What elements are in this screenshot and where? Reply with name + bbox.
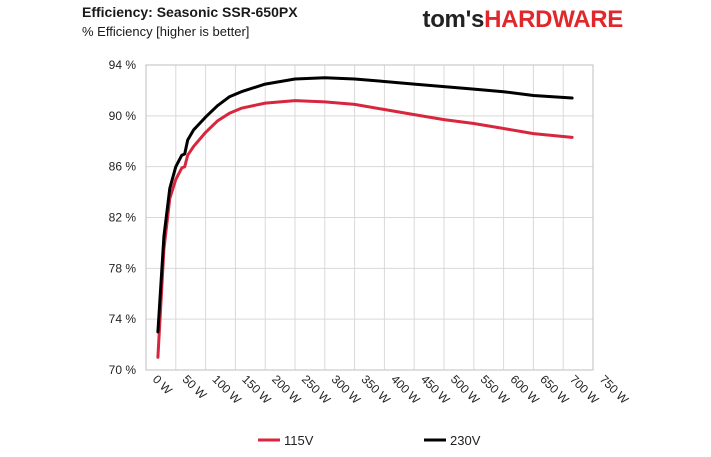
series-layer — [156, 76, 574, 359]
chart-subtitle: % Efficiency [higher is better] — [82, 24, 250, 39]
x-tick-label: 50 W — [180, 372, 210, 402]
y-tick-label: 74 % — [109, 312, 137, 326]
legend-label-230v: 230V — [450, 433, 481, 448]
y-tick-label: 78 % — [109, 261, 137, 275]
x-tick-label: 450 W — [418, 372, 453, 407]
x-tick-label: 250 W — [299, 372, 334, 407]
x-tick-label: 150 W — [239, 372, 274, 407]
x-tick-label: 200 W — [269, 372, 304, 407]
y-tick-label: 90 % — [109, 109, 137, 123]
plot-area-border — [145, 64, 594, 371]
series-line-115v — [156, 99, 574, 359]
toms-hardware-logo: tom'sHARDWARE — [423, 6, 624, 34]
y-tick-label: 94 % — [109, 58, 137, 72]
x-tick-label: 500 W — [448, 372, 483, 407]
series-line-230v — [156, 76, 574, 334]
x-tick-label: 750 W — [597, 372, 632, 407]
x-tick-label: 0 W — [150, 372, 175, 397]
x-tick-label: 600 W — [507, 372, 542, 407]
chart-title: Efficiency: Seasonic SSR-650PX — [82, 4, 298, 20]
x-tick-label: 300 W — [329, 372, 364, 407]
logo-text-hardware: HARDWARE — [484, 6, 623, 33]
x-tick-label: 700 W — [567, 372, 602, 407]
y-tick-label: 86 % — [109, 160, 137, 174]
x-tick-label: 100 W — [209, 372, 244, 407]
logo-text-toms: tom's — [422, 6, 485, 33]
legend-label-115v: 115V — [284, 433, 314, 448]
y-axis-ticks: 70 % 74 % 78 % 82 % 86 % 90 % 94 % — [109, 58, 137, 377]
y-tick-label: 70 % — [109, 363, 137, 377]
legend: 115V 230V — [258, 433, 481, 448]
x-tick-label: 400 W — [388, 372, 423, 407]
x-tick-label: 650 W — [537, 372, 572, 407]
x-tick-label: 350 W — [358, 372, 393, 407]
x-tick-label: 550 W — [478, 372, 513, 407]
y-tick-label: 82 % — [109, 211, 137, 225]
